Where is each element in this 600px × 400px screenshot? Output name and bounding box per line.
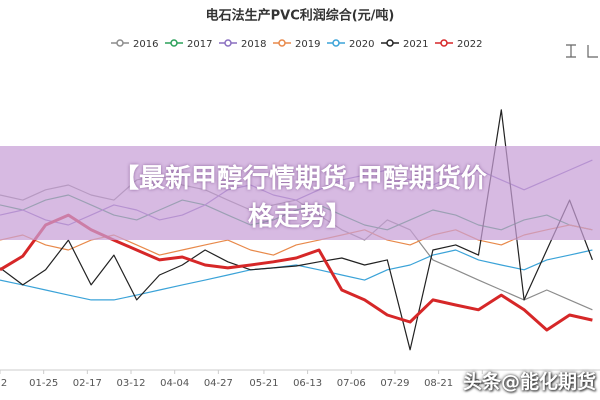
legend-label: 2019 — [295, 39, 320, 50]
legend-marker — [440, 39, 448, 47]
tool-icon[interactable] — [587, 45, 598, 58]
banner: 【最新甲醇行情期货,甲醇期货价 格走势】 — [0, 146, 600, 240]
chart-title: 电石法生产PVC利润综合(元/吨) — [206, 8, 395, 24]
x-tick-label: 07-06 — [337, 378, 366, 389]
tool-icon[interactable] — [566, 44, 576, 58]
legend-label: 2021 — [403, 39, 428, 50]
x-tick-label: 09-13 — [468, 378, 497, 389]
watermark: 头条@能化期货 — [462, 371, 596, 393]
x-tick-label: 04-27 — [204, 378, 233, 389]
x-tick-label: 01-25 — [29, 378, 58, 389]
legend-label: 2022 — [457, 39, 482, 50]
legend-label: 2020 — [349, 39, 374, 50]
toolbar — [566, 44, 598, 58]
x-tick-label: 02-17 — [73, 378, 102, 389]
x-tick-label: 03-12 — [116, 378, 145, 389]
x-tick-label: 07-29 — [380, 378, 409, 389]
banner-line: 格走势】 — [247, 202, 352, 232]
legend-marker — [224, 39, 232, 47]
legend-label: 2017 — [187, 39, 212, 50]
x-tick-label: 2 — [1, 378, 7, 389]
x-tick-label: 08-21 — [424, 378, 453, 389]
x-tick-label: 06-13 — [293, 378, 322, 389]
legend-label: 2018 — [241, 39, 266, 50]
legend-marker — [332, 39, 340, 47]
legend-marker — [170, 39, 178, 47]
legend-marker — [116, 39, 124, 47]
legend-label: 2016 — [133, 39, 158, 50]
x-tick-label: 04-04 — [160, 378, 189, 389]
series-line — [0, 249, 593, 301]
banner-line: 【最新甲醇行情期货,甲醇期货价 — [113, 164, 487, 194]
legend-marker — [278, 39, 286, 47]
x-tick-label: 05-21 — [249, 378, 278, 389]
legend-marker — [386, 39, 394, 47]
